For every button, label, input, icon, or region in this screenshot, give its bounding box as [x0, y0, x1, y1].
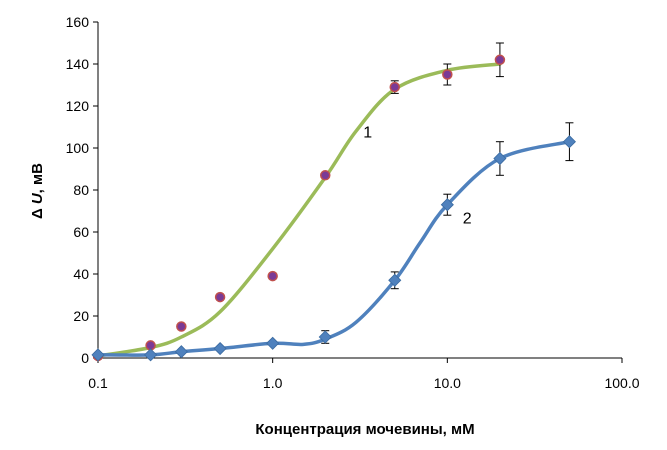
- error-bars: [321, 42, 574, 344]
- series-2-point: [91, 348, 105, 362]
- series-2-point: [388, 273, 402, 287]
- series-1-point: [389, 81, 401, 93]
- series-2-point: [493, 151, 507, 166]
- series-1-point: [494, 54, 506, 66]
- x-tick-label: 10.0: [434, 375, 461, 391]
- y-tick-label: 0: [81, 350, 89, 366]
- y-axis-label: ΔU, мВ: [29, 163, 46, 219]
- labels: Концентрация мочевины, мМ ΔU, мВ 1 2: [29, 125, 475, 439]
- curve-label-2: 2: [463, 211, 472, 228]
- y-tick-label: 120: [66, 98, 90, 114]
- series-2-point: [144, 348, 158, 362]
- x-tick-label: 1.0: [263, 375, 283, 391]
- series-2-point: [174, 345, 188, 359]
- y-tick-label: 160: [66, 14, 90, 30]
- series-1-point: [319, 170, 331, 181]
- fit-curves: [96, 62, 572, 358]
- y-tick-label: 100: [66, 140, 90, 156]
- y-tick-label: 80: [73, 182, 89, 198]
- series-1-point: [442, 69, 453, 80]
- series-2-fit-line: [96, 139, 572, 357]
- series-2-point: [440, 198, 454, 212]
- series-2-point: [266, 336, 280, 350]
- y-tick-label: 40: [73, 266, 89, 282]
- x-tick-label: 0.1: [88, 375, 108, 391]
- y-tick-label: 140: [66, 56, 90, 72]
- curve-label-1: 1: [363, 125, 372, 142]
- series-1-fit-line: [96, 62, 502, 358]
- x-tick-label: 100.0: [604, 375, 639, 391]
- series-1-point: [267, 270, 278, 282]
- y-tick-label: 20: [73, 308, 89, 324]
- series-1-point: [214, 291, 226, 303]
- axes: 0 20 40 60 80 100 120 140 160 0.1 1.0 10.0 100.0: [66, 14, 640, 391]
- series-2-point: [562, 135, 576, 149]
- y-tick-label: 60: [73, 224, 89, 240]
- x-axis-label: Концентрация мочевины, мМ: [255, 421, 474, 438]
- data-markers: [91, 54, 576, 362]
- series-2-point: [318, 330, 332, 344]
- series-1-point: [176, 321, 187, 332]
- series-2-point: [213, 341, 227, 356]
